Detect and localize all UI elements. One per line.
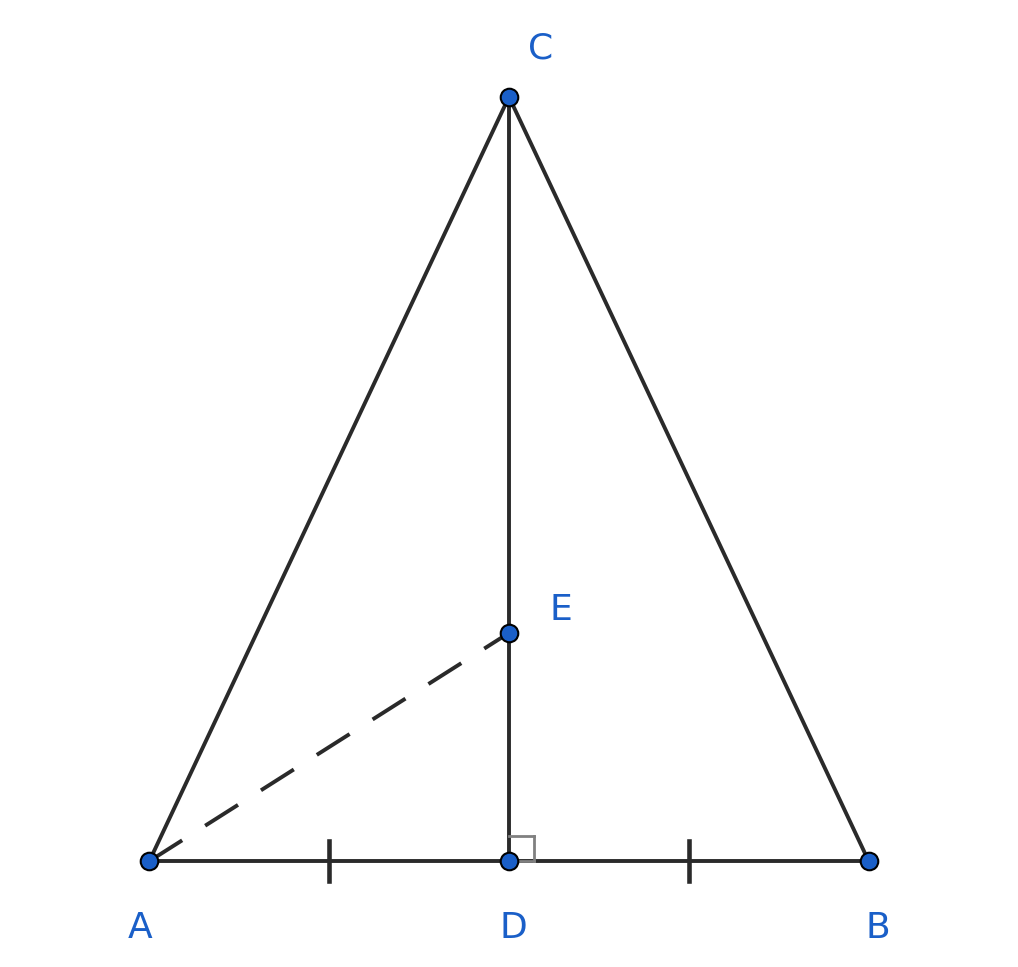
Text: B: B — [865, 911, 890, 945]
Text: A: A — [128, 911, 153, 945]
Text: E: E — [550, 594, 572, 628]
Point — [501, 626, 517, 641]
Point — [501, 89, 517, 104]
Text: C: C — [528, 31, 553, 66]
Point — [501, 854, 517, 869]
Point — [142, 854, 158, 869]
Point — [860, 854, 876, 869]
Text: D: D — [500, 911, 527, 945]
